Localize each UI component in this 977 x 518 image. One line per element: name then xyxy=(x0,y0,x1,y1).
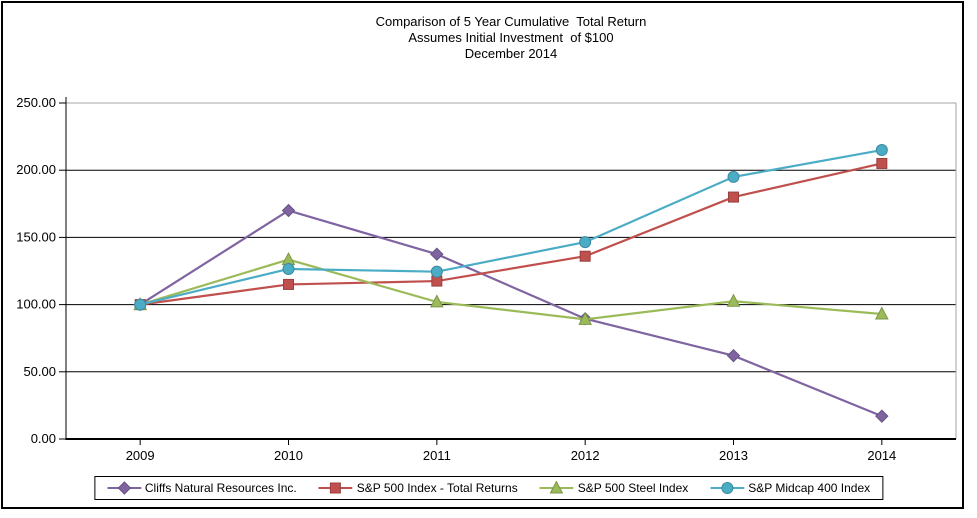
legend-label-cliffs-natural-resources-inc: Cliffs Natural Resources Inc. xyxy=(144,481,297,495)
legend-triangle-icon xyxy=(539,481,574,494)
series-line-s-p-500-index-total-returns xyxy=(140,162,883,306)
legend-item-s-p-midcap-400-index: S&P Midcap 400 Index xyxy=(710,481,870,495)
legend-item-cliffs-natural-resources-inc: Cliffs Natural Resources Inc. xyxy=(106,481,297,495)
x-tick-label: 2010 xyxy=(274,448,303,463)
circle-marker xyxy=(579,236,592,249)
circle-marker xyxy=(134,298,147,311)
triangle-marker xyxy=(549,481,564,494)
series-line-s-p-500-steel-index xyxy=(139,258,882,321)
x-tick-label: 2012 xyxy=(571,448,600,463)
x-tick-label: 2014 xyxy=(867,448,896,463)
diamond-marker xyxy=(117,481,131,495)
square-marker xyxy=(579,250,591,262)
series-line-s-p-midcap-400-index xyxy=(139,148,883,306)
diamond-marker xyxy=(726,348,741,363)
circle-marker xyxy=(430,265,443,278)
y-tick-label: 200.00 xyxy=(16,162,56,177)
series-line-cliffs-natural-resources-inc xyxy=(139,209,883,418)
y-tick-label: 50.00 xyxy=(23,364,56,379)
chart-title-line2: Assumes Initial Investment of $100 xyxy=(408,30,614,45)
y-tick-label: 0.00 xyxy=(31,431,56,446)
circle-marker xyxy=(282,262,295,275)
x-tick-label: 2009 xyxy=(126,448,155,463)
y-tick-label: 250.00 xyxy=(16,95,56,110)
plot-area: 0.00 50.00 100.00 150.00 200.00 250.00 2009 201… xyxy=(16,95,957,463)
diamond-marker xyxy=(430,247,444,261)
legend-circle-icon xyxy=(710,482,745,494)
circle-marker xyxy=(727,170,740,183)
y-tick-label: 100.00 xyxy=(16,297,56,312)
legend-square-icon xyxy=(318,482,353,494)
square-marker xyxy=(283,278,294,290)
circle-marker xyxy=(875,144,888,157)
triangle-marker xyxy=(726,293,741,307)
legend-diamond-icon xyxy=(106,481,141,495)
square-marker xyxy=(330,482,342,494)
diamond-marker xyxy=(281,203,296,218)
legend: Cliffs Natural Resources Inc. S&P 500 Ind… xyxy=(93,476,884,500)
x-tick-label: 2011 xyxy=(423,448,451,463)
square-marker xyxy=(876,157,888,169)
diamond-marker xyxy=(875,409,889,423)
triangle-marker xyxy=(281,251,296,266)
legend-item-s-p-500-index-total-returns: S&P 500 Index - Total Returns xyxy=(318,481,518,495)
chart-title-line3: December 2014 xyxy=(464,46,558,61)
triangle-marker xyxy=(578,311,592,325)
square-marker xyxy=(728,191,739,203)
series-cliffs-natural-resources-inc xyxy=(133,203,889,423)
triangle-marker xyxy=(875,306,889,320)
legend-label-s-p-500-steel-index: S&P 500 Steel Index xyxy=(577,481,689,495)
legend-label-s-p-500-index-total-returns: S&P 500 Index - Total Returns xyxy=(356,481,518,495)
y-tick-label: 150.00 xyxy=(16,229,56,244)
chart-title: Comparison of 5 Year Cumulative Total Re… xyxy=(66,14,956,62)
x-tick-label: 2013 xyxy=(719,448,748,463)
series-s-p-midcap-400-index xyxy=(134,144,888,311)
chart-title-line1: Comparison of 5 Year Cumulative Total Re… xyxy=(375,14,647,29)
legend-label-s-p-midcap-400-index: S&P Midcap 400 Index xyxy=(748,481,871,495)
series-s-p-500-steel-index xyxy=(133,251,889,325)
triangle-marker xyxy=(430,294,444,308)
circle-marker xyxy=(721,482,734,494)
legend-item-s-p-500-steel-index: S&P 500 Steel Index xyxy=(539,481,689,495)
